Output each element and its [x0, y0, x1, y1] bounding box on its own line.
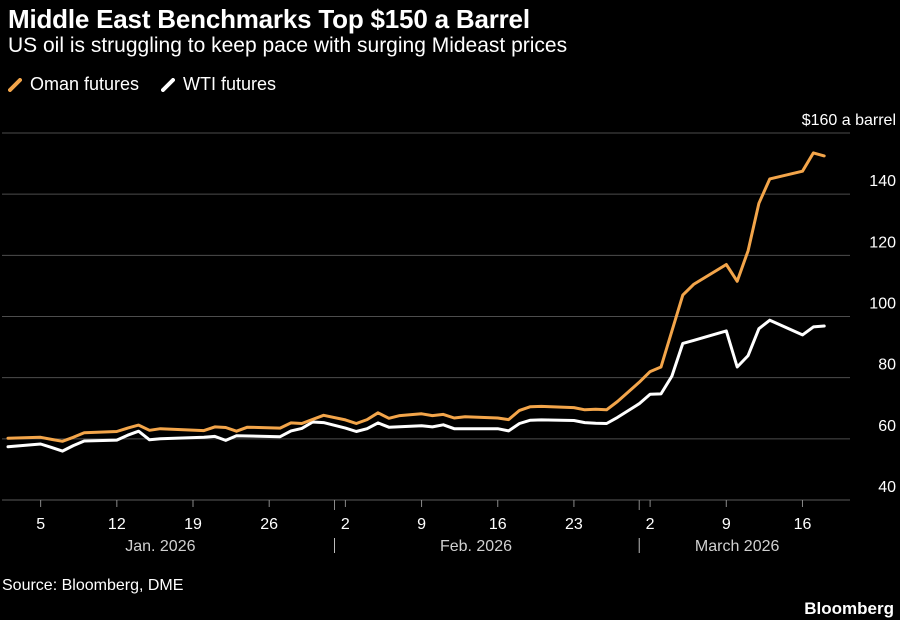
chart-title: Middle East Benchmarks Top $150 a Barrel — [8, 4, 530, 34]
legend-label-oman: Oman futures — [30, 74, 140, 94]
month-label-jan-2026: Jan. 2026 — [125, 538, 195, 555]
legend-item-oman: Oman futures — [8, 74, 139, 95]
series-line-oman-futures — [6, 151, 826, 443]
x-tick-label-2026-03-09: 9 — [722, 516, 731, 533]
x-tick-label-2026-03-02: 2 — [646, 516, 655, 533]
x-tick-label-2026-01-26: 26 — [260, 516, 278, 533]
month-label-feb-2026: Feb. 2026 — [440, 538, 512, 555]
x-tick-label-2026-02-09: 9 — [417, 516, 426, 533]
y-tick-label-100: 100 — [869, 296, 896, 313]
x-tick-label-2026-02-16: 16 — [489, 516, 507, 533]
legend-item-wti: WTI futures — [161, 74, 276, 95]
x-tick-label-2026-01-12: 12 — [108, 516, 126, 533]
x-tick-label-2026-01-19: 19 — [184, 516, 202, 533]
y-tick-label-140: 140 — [869, 173, 896, 190]
chart-legend: Oman futures WTI futures — [8, 74, 276, 95]
y-tick-label-80: 80 — [878, 357, 896, 374]
y-tick-label-120: 120 — [869, 234, 896, 251]
legend-swatch-wti-icon — [161, 77, 176, 92]
x-tick-label-2026-01-05: 5 — [36, 516, 45, 533]
y-tick-label-60: 60 — [878, 418, 896, 435]
chart-subtitle: US oil is struggling to keep pace with s… — [8, 34, 568, 57]
legend-swatch-oman-icon — [8, 77, 22, 92]
x-tick-label-2026-02-23: 23 — [565, 516, 583, 533]
legend-label-wti: WTI futures — [183, 74, 277, 94]
series-line-wti-futures — [6, 318, 826, 453]
x-tick-label-2026-03-16: 16 — [794, 516, 812, 533]
month-label-march-2026: March 2026 — [695, 538, 780, 555]
bloomberg-logo: Bloomberg — [804, 599, 894, 618]
y-tick-label-160: $160 a barrel — [802, 112, 896, 129]
source-note: Source: Bloomberg, DME — [2, 577, 184, 594]
x-tick-label-2026-02-02: 2 — [341, 516, 350, 533]
y-tick-label-40: 40 — [878, 479, 896, 496]
